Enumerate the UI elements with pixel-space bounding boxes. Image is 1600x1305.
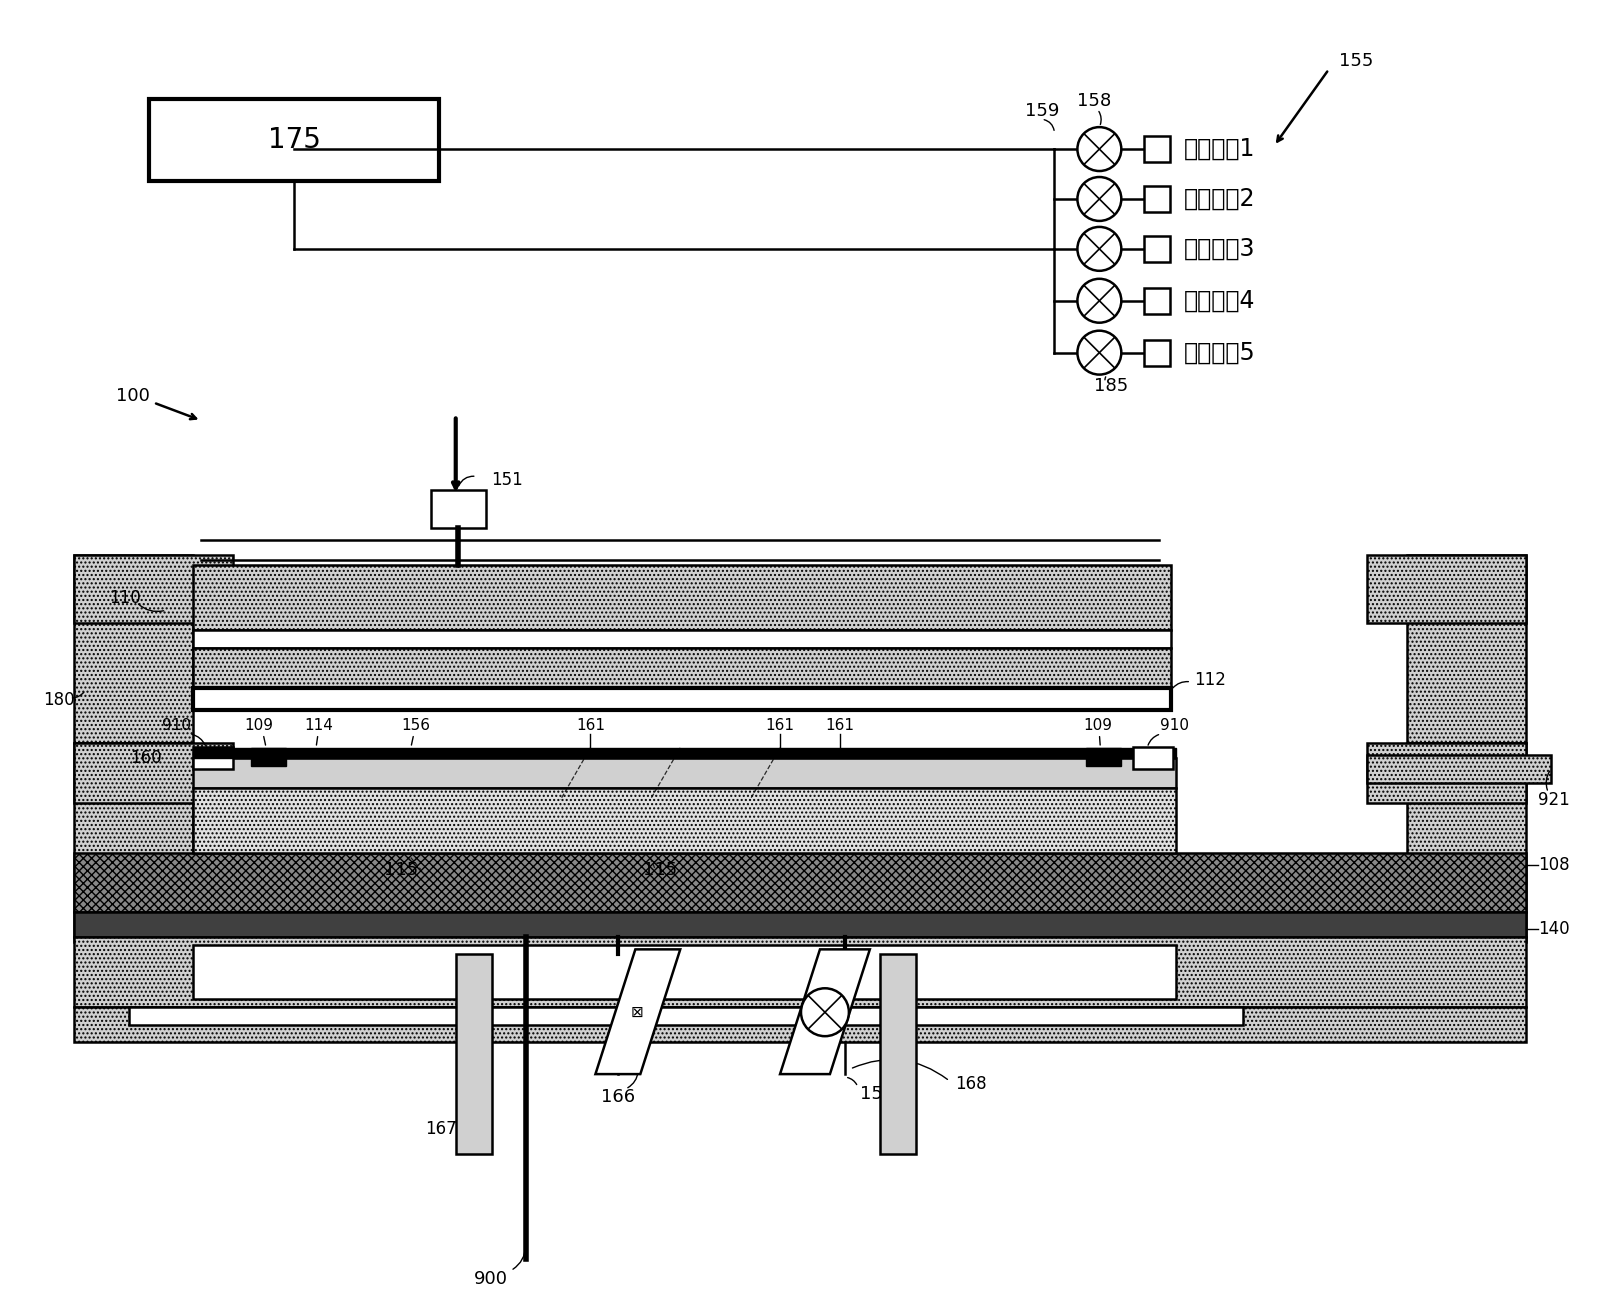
Text: 工艺气体1: 工艺气体1 [1184, 137, 1256, 161]
Bar [194, 945, 1176, 1000]
Bar [1144, 288, 1170, 313]
Text: 161: 161 [765, 718, 795, 733]
Bar [1366, 754, 1552, 783]
Text: 112: 112 [1194, 671, 1226, 689]
Circle shape [1077, 330, 1122, 375]
Text: 168: 168 [955, 1075, 986, 1094]
Bar [194, 788, 1176, 852]
Text: 140: 140 [1539, 920, 1570, 938]
Text: 921: 921 [1539, 791, 1570, 809]
Text: 114: 114 [304, 718, 333, 733]
Bar [456, 954, 491, 1154]
Bar [1366, 555, 1526, 622]
Bar [194, 649, 1171, 688]
Circle shape [1077, 279, 1122, 322]
Bar [880, 954, 915, 1154]
Bar [1086, 748, 1122, 766]
Text: 167: 167 [426, 1120, 456, 1138]
Circle shape [1077, 227, 1122, 271]
Bar [1406, 555, 1526, 743]
Text: 109: 109 [1083, 718, 1112, 733]
Bar [74, 555, 234, 622]
Text: 工艺气体3: 工艺气体3 [1184, 238, 1256, 261]
Text: 158: 158 [1077, 93, 1112, 110]
Circle shape [1077, 127, 1122, 171]
Bar [430, 491, 486, 529]
Polygon shape [595, 949, 680, 1074]
Bar [194, 748, 1176, 758]
Text: 175: 175 [267, 127, 320, 154]
Text: 工艺气体2: 工艺气体2 [1184, 187, 1256, 211]
Text: 166: 166 [602, 1088, 635, 1107]
Bar [1144, 339, 1170, 365]
Bar [1133, 746, 1173, 769]
Text: 108: 108 [1539, 856, 1570, 873]
Text: 工艺气体4: 工艺气体4 [1184, 288, 1256, 313]
Bar [194, 565, 1171, 630]
Text: 100: 100 [117, 386, 150, 405]
Bar [74, 555, 194, 743]
Bar [194, 746, 234, 769]
Bar [1406, 743, 1526, 942]
Bar [149, 99, 438, 181]
Bar [74, 912, 1526, 937]
Bar [74, 1007, 1526, 1043]
Text: 180: 180 [43, 690, 75, 709]
Text: 161: 161 [826, 718, 854, 733]
Text: ⊠: ⊠ [630, 1005, 643, 1019]
Text: 159: 159 [1024, 102, 1059, 120]
Bar [1144, 187, 1170, 211]
Circle shape [1077, 177, 1122, 221]
Bar [1366, 743, 1526, 803]
Text: 150: 150 [859, 1084, 894, 1103]
Text: 115: 115 [643, 860, 677, 878]
Bar [1144, 236, 1170, 262]
Polygon shape [781, 949, 870, 1074]
Text: 160: 160 [131, 749, 162, 767]
Bar [194, 630, 1171, 649]
Bar [1144, 136, 1170, 162]
Bar [194, 688, 1171, 710]
Bar [74, 852, 1526, 912]
Text: 109: 109 [245, 718, 274, 733]
Text: 工艺气体5: 工艺气体5 [1184, 341, 1256, 364]
Bar [74, 937, 1526, 1007]
Circle shape [802, 988, 850, 1036]
Bar [130, 1007, 1243, 1026]
Text: 115: 115 [384, 860, 418, 878]
Bar [194, 758, 1176, 788]
Bar [74, 743, 194, 942]
Text: 151: 151 [491, 471, 523, 489]
Text: 910: 910 [162, 718, 190, 733]
Bar [74, 743, 234, 803]
Text: 156: 156 [402, 718, 430, 733]
Text: 900: 900 [474, 1270, 507, 1288]
Text: 161: 161 [576, 718, 605, 733]
Text: 910: 910 [1160, 718, 1189, 733]
Bar [251, 748, 286, 766]
Text: 110: 110 [109, 589, 141, 607]
Text: 185: 185 [1094, 377, 1128, 394]
Text: 155: 155 [1339, 52, 1373, 70]
